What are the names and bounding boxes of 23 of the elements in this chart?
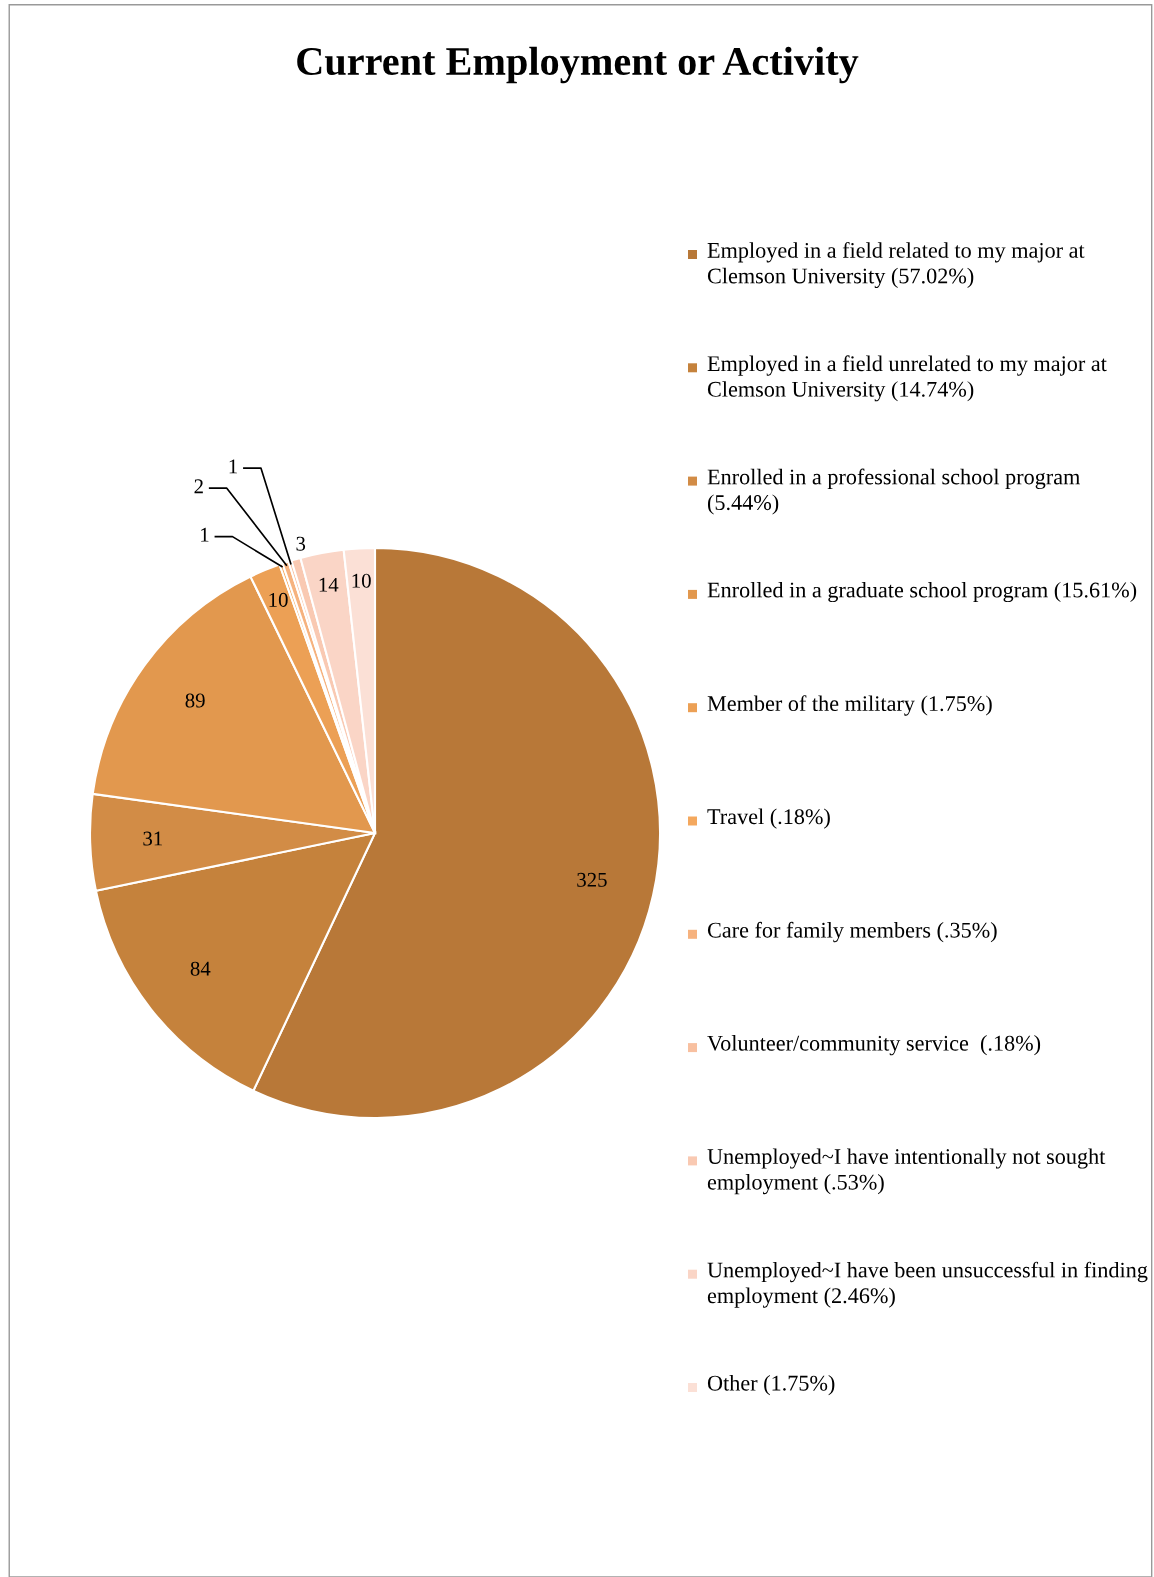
legend-label: Other (1.75%): [707, 1375, 835, 1396]
legend-label: Care for family members (.35%): [707, 921, 997, 943]
legend-label: Member of the military (1.75%): [707, 695, 992, 716]
data-label: 3: [296, 536, 306, 551]
legend-label: Unemployed~I have been unsuccessful in finding employment (2.46%): [707, 1261, 1148, 1308]
data-label: 10: [269, 592, 288, 607]
data-label: 84: [190, 961, 211, 976]
legend-label: Enrolled in a professional school program (5.44%): [707, 468, 1081, 515]
legend-label: Unemployed~I have intentionally not sought employment (.53%): [707, 1148, 1106, 1195]
data-label: 31: [143, 831, 162, 846]
data-label: 89: [185, 693, 205, 708]
data-label: 14: [319, 577, 339, 592]
data-label: 2: [194, 479, 203, 494]
data-label: 10: [352, 573, 371, 588]
legend-label: Enrolled in a graduate school program (15.61%): [707, 581, 1137, 603]
legend-label: Employed in a field unrelated to my major at Clemson University (14.74%): [707, 355, 1107, 402]
data-label: 1: [229, 459, 237, 474]
data-label: 1: [201, 527, 209, 542]
legend-label: Volunteer/community service (.18%): [707, 1035, 1041, 1056]
data-label: 325: [577, 872, 607, 887]
chart-title: Current Employment or Activity: [297, 46, 859, 84]
legend-label: Travel (.18%): [707, 808, 830, 829]
legend-label: Employed in a field related to my major at Clemson University (57.02%): [707, 242, 1085, 289]
